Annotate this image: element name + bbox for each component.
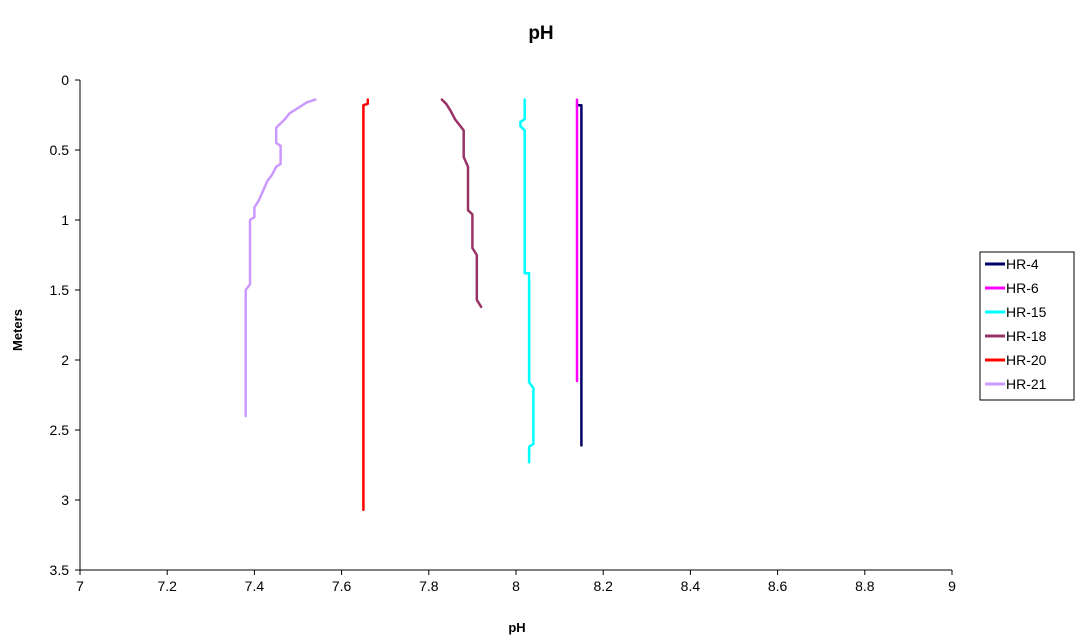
y-axis-title: Meters: [10, 309, 25, 351]
y-tick-label: 2.5: [50, 422, 70, 438]
x-tick-label: 7.4: [245, 578, 265, 594]
legend-label: HR-15: [1006, 304, 1047, 320]
x-tick-label: 8: [512, 578, 520, 594]
series-line-hr-4: [575, 103, 583, 447]
legend-label: HR-4: [1006, 256, 1039, 272]
x-axis: 7 7.2 7.4 7.6 7.8 8 8.2 8.4 8.6 8.8 9: [76, 569, 956, 594]
y-tick-label: 0: [61, 72, 69, 88]
x-tick-label: 8.2: [593, 578, 613, 594]
chart-title: pH: [528, 23, 553, 44]
y-tick-label: 3.5: [50, 562, 70, 578]
y-axis: 0 0.5 1 1.5 2 2.5 3 3.5: [50, 72, 81, 578]
legend-label: HR-6: [1006, 280, 1039, 296]
y-tick-label: 1: [61, 212, 69, 228]
x-tick-label: 8.6: [768, 578, 788, 594]
legend-label: HR-21: [1006, 376, 1047, 392]
x-tick-label: 7.2: [157, 578, 177, 594]
x-tick-label: 8.8: [855, 578, 875, 594]
legend: HR-4 HR-6 HR-15 HR-18 HR-20 HR-21: [979, 251, 1075, 401]
x-tick-label: 7.6: [332, 578, 352, 594]
series-line-hr-18: [440, 98, 483, 309]
series-layer: [244, 98, 583, 512]
y-tick-label: 3: [61, 492, 69, 508]
legend-label: HR-20: [1006, 352, 1047, 368]
series-line-hr-21: [244, 98, 317, 418]
x-tick-label: 8.4: [681, 578, 701, 594]
y-tick-label: 0.5: [50, 142, 70, 158]
x-tick-label: 7: [76, 578, 84, 594]
series-line-hr-20: [362, 98, 370, 512]
y-tick-label: 2: [61, 352, 69, 368]
x-tick-label: 9: [948, 578, 956, 594]
series-line-hr-15: [519, 98, 535, 464]
legend-box: [979, 251, 1075, 401]
legend-label: HR-18: [1006, 328, 1047, 344]
x-axis-title: pH: [508, 620, 525, 635]
x-tick-label: 7.8: [419, 578, 439, 594]
y-tick-label: 1.5: [50, 282, 70, 298]
